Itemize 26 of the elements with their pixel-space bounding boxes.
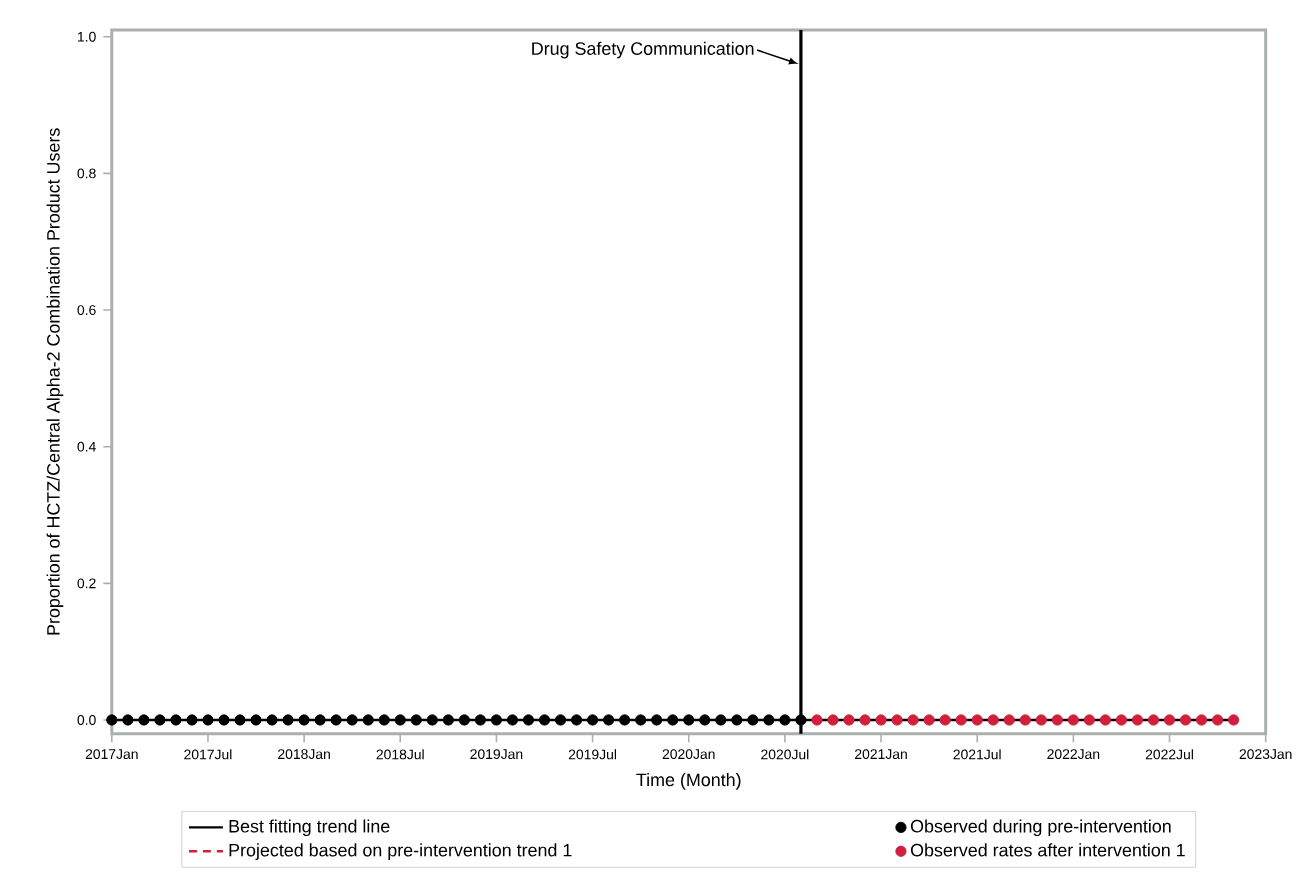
x-axis-title: Time (Month) — [636, 772, 741, 790]
x-tick-label: 2019Jul — [568, 749, 617, 760]
y-tick-label: 1.0 — [78, 31, 96, 42]
x-tick-label: 2019Jan — [470, 749, 523, 759]
x-tick-label: 2020Jul — [761, 749, 809, 760]
x-tick-label: 2023Jan — [1239, 749, 1292, 759]
y-tick-label: 0.8 — [77, 168, 96, 179]
y-axis-title: Proportion of HCTZ/Central Alpha-2 Combination Product Users — [46, 128, 64, 635]
y-tick-label: 0.2 — [77, 578, 96, 589]
legend-label: Best fitting trend line — [229, 819, 390, 836]
legend-label: Observed during pre-intervention — [910, 819, 1171, 836]
x-tick-label: 2021Jan — [855, 749, 907, 759]
x-tick-label: 2022Jul — [1145, 749, 1193, 760]
y-tick-label: 0.6 — [77, 304, 96, 315]
x-tick-label: 2017Jul — [184, 749, 232, 760]
legend-label: Observed rates after intervention 1 — [910, 843, 1185, 857]
x-tick-label: 2018Jan — [278, 749, 330, 759]
x-tick-label: 2017Jan — [85, 749, 138, 759]
y-tick-label: 0.4 — [77, 441, 96, 452]
x-tick-label: 2020Jan — [662, 749, 715, 759]
y-tick-label: 0.0 — [77, 714, 96, 725]
ref-line-label: Drug Safety Communication — [532, 41, 754, 59]
x-tick-label: 2018Jul — [376, 749, 424, 760]
x-tick-label: 2022Jan — [1047, 749, 1100, 759]
x-tick-label: 2021Jul — [953, 749, 1001, 760]
legend-label: Projected based on pre-intervention trend 1 — [229, 843, 572, 860]
